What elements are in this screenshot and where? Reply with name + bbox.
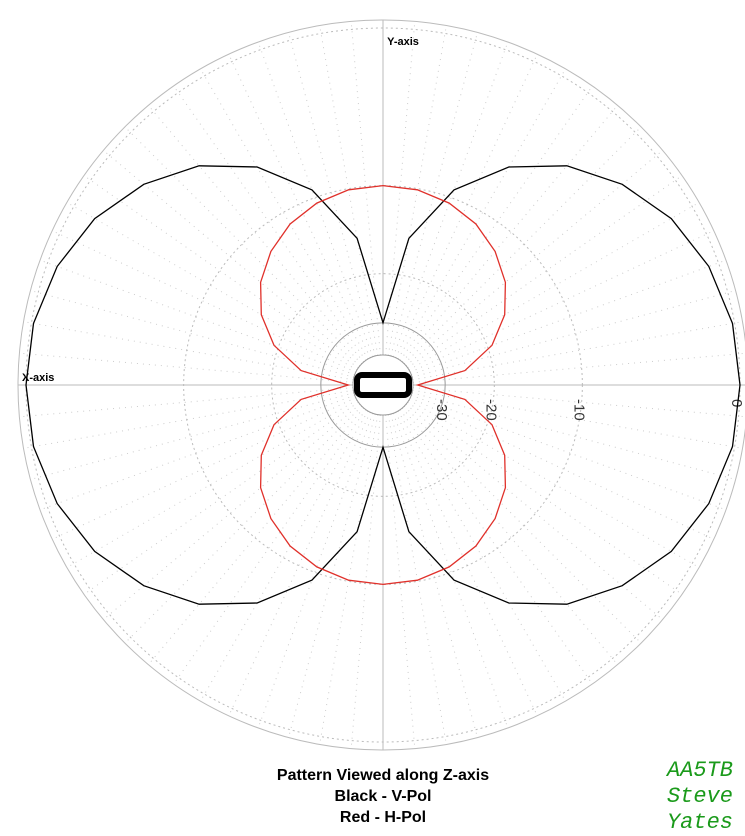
spoke	[403, 405, 642, 644]
spoke	[257, 41, 374, 357]
spoke	[257, 413, 374, 729]
spoke	[395, 411, 538, 717]
spoke	[30, 392, 355, 480]
title-line: Pattern Viewed along Z-axis	[277, 767, 489, 784]
spoke	[103, 403, 361, 621]
r-tick-label: -10	[570, 399, 587, 421]
spoke	[19, 387, 354, 418]
spoke	[403, 126, 642, 365]
spoke	[228, 411, 371, 717]
grid-circle	[183, 185, 583, 585]
spoke	[390, 413, 478, 738]
spoke	[147, 407, 365, 665]
spoke	[411, 259, 727, 376]
spoke	[147, 105, 365, 363]
spoke	[392, 413, 509, 729]
spoke	[387, 25, 447, 356]
title-line: Black - V-Pol	[335, 788, 432, 805]
grid-circle	[271, 273, 495, 497]
spoke	[392, 41, 509, 357]
signature: Steve	[667, 784, 733, 809]
antenna	[354, 372, 412, 398]
spoke	[124, 126, 363, 365]
spoke	[51, 397, 357, 540]
r-tick-label: -20	[482, 399, 499, 421]
spoke	[39, 259, 355, 376]
spoke	[405, 403, 663, 621]
spoke	[19, 352, 354, 383]
spoke	[30, 290, 355, 378]
spoke	[405, 149, 663, 367]
pattern-line	[259, 184, 507, 586]
spoke	[124, 405, 363, 644]
spoke	[319, 25, 379, 356]
spoke	[409, 397, 715, 540]
x-axis-label: X-axis	[22, 372, 54, 384]
spoke	[395, 53, 538, 359]
title-line: Red - H-Pol	[340, 809, 426, 826]
spoke	[39, 394, 355, 511]
spoke	[103, 149, 361, 367]
spoke	[401, 407, 619, 665]
r-tick-label: 0	[728, 399, 745, 407]
spoke	[288, 413, 376, 738]
signature: AA5TB	[665, 758, 733, 783]
spoke	[319, 414, 379, 745]
pattern-line	[25, 165, 741, 605]
spoke	[390, 32, 478, 357]
spoke	[409, 230, 715, 373]
spoke	[411, 290, 736, 378]
spoke	[401, 105, 619, 363]
signature: Yates	[667, 810, 733, 835]
inner-circle	[352, 354, 414, 416]
spoke	[412, 352, 745, 383]
spoke	[411, 394, 727, 511]
spoke	[387, 414, 447, 745]
spoke	[51, 230, 357, 373]
spoke	[228, 53, 371, 359]
y-axis-label: Y-axis	[387, 36, 419, 48]
r-tick-label: -30	[433, 399, 450, 421]
spoke	[288, 32, 376, 357]
